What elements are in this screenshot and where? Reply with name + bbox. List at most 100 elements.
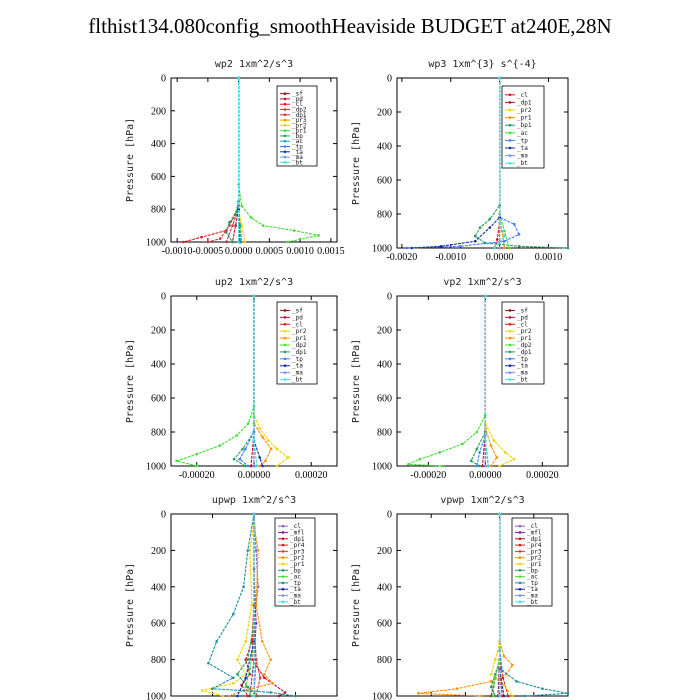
data-point: [500, 669, 504, 672]
data-point: [511, 694, 514, 698]
legend-marker: [281, 524, 285, 528]
data-point: [228, 221, 231, 224]
legend-entry: _dp1: [292, 112, 307, 119]
legend-entry: _pr1: [290, 561, 305, 568]
data-point: [473, 234, 477, 238]
data-point: [267, 439, 270, 442]
y-tick-label: 800: [151, 205, 166, 216]
x-tick-label: -0.0005: [192, 246, 223, 257]
data-point: [244, 676, 247, 680]
data-point: [478, 464, 481, 468]
legend-marker: [283, 145, 287, 148]
data-point: [227, 694, 231, 698]
legend-marker: [518, 537, 522, 541]
legend-entry: _pr4: [290, 542, 305, 549]
legend-entry: _pr2: [517, 328, 532, 335]
legend-entry: _pr2: [527, 555, 542, 562]
series-line: [408, 296, 486, 467]
data-point: [256, 694, 260, 698]
data-point: [252, 422, 256, 425]
legend-marker: [518, 575, 522, 578]
data-point: [481, 694, 484, 698]
y-axis-label: Pressure [hPa]: [125, 339, 136, 423]
legend-marker: [508, 146, 512, 150]
data-point: [495, 238, 499, 241]
data-point: [237, 76, 240, 80]
panel-title: wp2 1xm^2/s^3: [215, 59, 293, 70]
legend-marker: [283, 92, 287, 95]
y-tick-label: 600: [377, 176, 392, 187]
legend-entry: _tp: [290, 580, 301, 587]
data-point: [243, 240, 247, 244]
legend-entry: _dp2: [292, 107, 307, 114]
data-point: [484, 439, 487, 442]
series-line: [174, 296, 255, 467]
data-point: [255, 464, 259, 468]
legend-entry: _pr3: [290, 548, 305, 555]
legend-entry: _pr2: [517, 107, 532, 114]
data-point: [513, 222, 516, 226]
data-point: [489, 680, 493, 683]
data-point: [410, 246, 414, 250]
legend-marker: [508, 364, 512, 368]
data-point: [492, 439, 496, 442]
data-point: [232, 457, 236, 461]
legend-entry: _pr1: [292, 128, 307, 135]
plot-frame: [396, 77, 569, 249]
data-point: [489, 464, 493, 468]
legend-entry: _sf: [517, 307, 528, 314]
data-point: [287, 456, 290, 459]
legend-marker: [283, 150, 287, 154]
x-tick-label: -0.00020: [179, 470, 215, 481]
legend-box: [501, 85, 545, 169]
data-point: [252, 512, 256, 516]
legend-entry: _pr1: [517, 115, 532, 122]
legend-entry: _mfl: [290, 529, 305, 536]
x-tick-label: 0.0000: [225, 246, 253, 257]
legend-marker: [283, 118, 287, 122]
page-title: flthist134.080config_smoothHeaviside BUD…: [88, 14, 612, 38]
legend-marker: [283, 329, 287, 333]
data-point: [263, 676, 266, 680]
y-tick-label: 1000: [372, 244, 392, 255]
data-point: [247, 422, 250, 425]
legend-entry: _bt: [517, 377, 528, 384]
legend-entry: _cl: [292, 321, 303, 328]
data-point: [252, 640, 256, 643]
data-point: [244, 464, 247, 468]
data-point: [498, 512, 501, 516]
legend-marker: [518, 550, 522, 553]
data-point: [498, 464, 501, 468]
data-point: [275, 447, 279, 451]
data-point: [489, 444, 493, 447]
chart-panel: wp3 1xm^{3} s^{-4} Pressure [hPa] 0 200 400 6…: [351, 59, 570, 263]
y-tick-label: 600: [377, 619, 392, 630]
data-point: [200, 689, 204, 692]
y-tick-label: 1000: [146, 462, 166, 473]
data-point: [439, 245, 443, 248]
legend-entry: _dp1: [292, 349, 307, 356]
data-point: [195, 464, 199, 468]
legend-marker: [283, 134, 287, 138]
data-point: [512, 457, 516, 461]
data-point: [508, 246, 511, 250]
legend-box: [276, 301, 318, 385]
legend-entry: _ma: [517, 153, 528, 160]
data-point: [517, 233, 521, 236]
legend-entry: _bp: [290, 567, 301, 574]
legend-marker: [281, 575, 285, 578]
series-line: [238, 296, 255, 467]
data-point: [258, 456, 262, 459]
y-tick-label: 200: [377, 326, 392, 337]
data-point: [258, 464, 262, 468]
panel-title: upwp 1xm^2/s^3: [212, 495, 296, 506]
series-line: [207, 513, 296, 697]
data-point: [264, 459, 267, 463]
legend-marker: [283, 113, 287, 117]
data-point: [269, 447, 273, 451]
legend-entry: _bt: [517, 160, 528, 167]
legend-entry: _pr2: [292, 328, 307, 335]
legend-entry: _dp2: [292, 342, 307, 349]
data-point: [491, 694, 495, 698]
legend-entry: _pr2: [290, 555, 305, 562]
